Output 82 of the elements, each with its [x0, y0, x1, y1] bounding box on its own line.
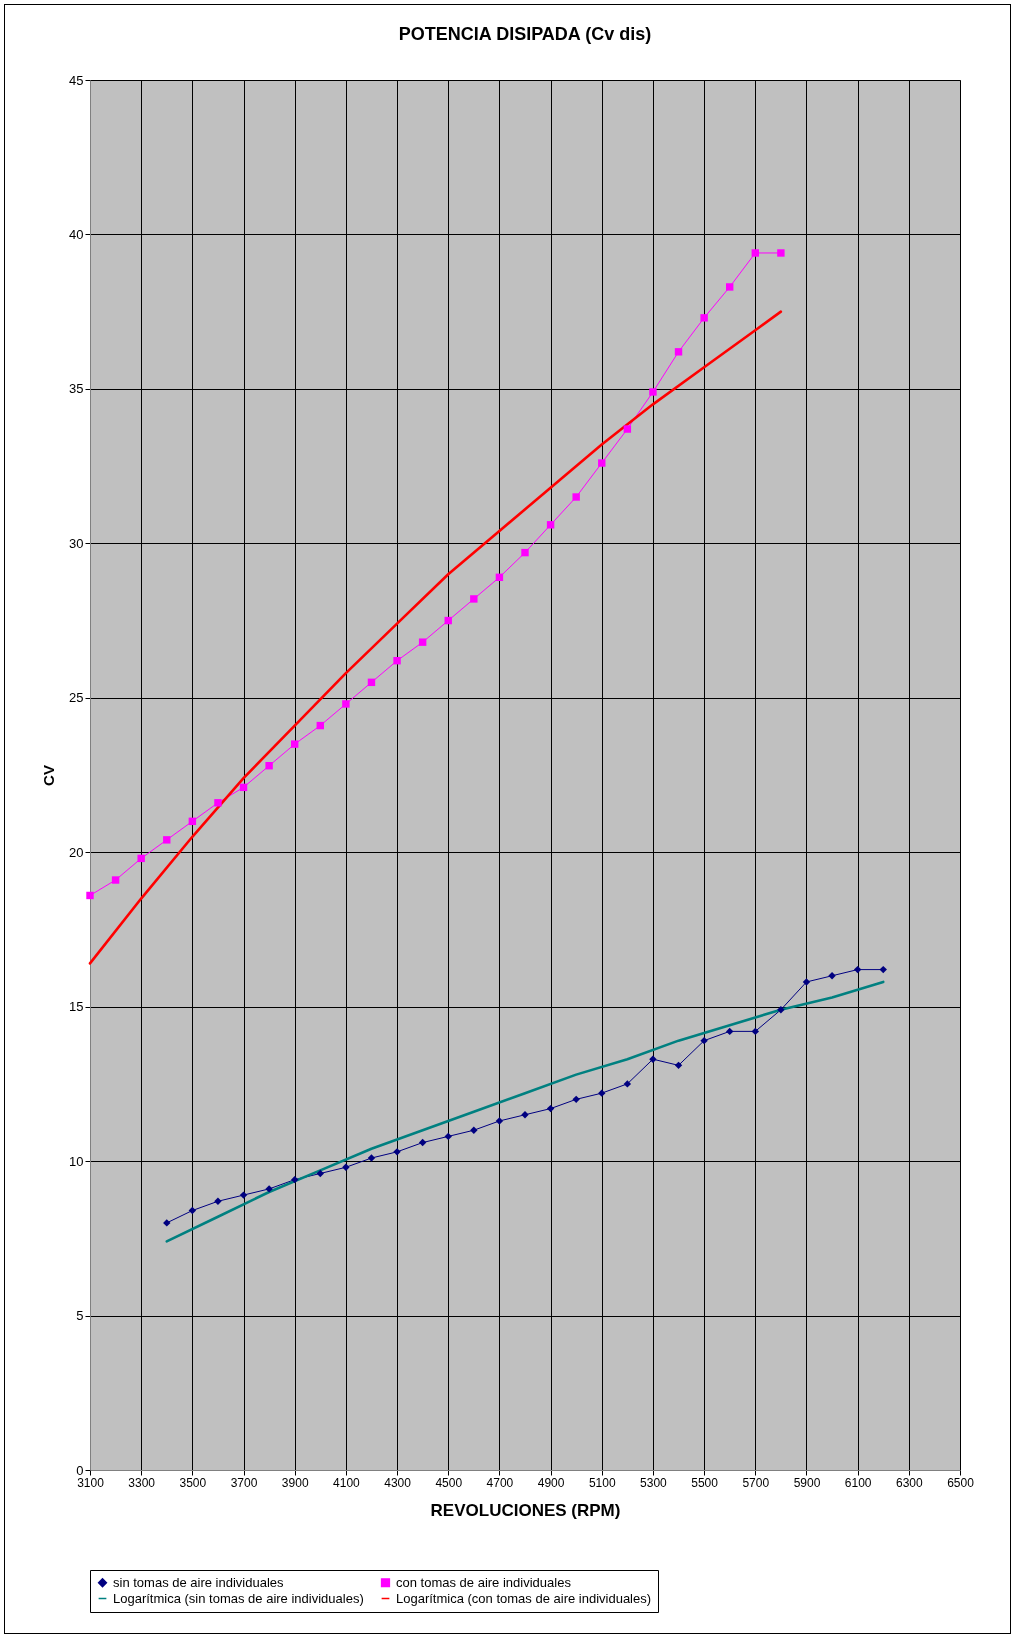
point: [86, 891, 94, 900]
point: [853, 965, 862, 974]
y-tick-label: 5: [76, 1308, 84, 1324]
x-tick-label: 6300: [895, 1475, 923, 1490]
x-tick-label: 6100: [844, 1475, 872, 1490]
point: [342, 1163, 350, 1171]
point: [418, 1138, 427, 1147]
x-tick-label: 4100: [333, 1475, 361, 1490]
chart-title: POTENCIA DISIPADA (Cv dis): [398, 24, 652, 44]
x-tick-label: 3100: [77, 1475, 105, 1490]
x-tick-label: 4700: [486, 1475, 514, 1490]
point: [546, 1104, 555, 1113]
y-tick-label: 30: [69, 535, 84, 551]
y-axis-title: CV: [40, 765, 58, 786]
point: [214, 1197, 222, 1205]
point: [316, 1169, 324, 1178]
point: [751, 249, 759, 257]
x-tick-label: 4500: [435, 1475, 463, 1490]
point: [137, 854, 145, 863]
point: [623, 1080, 632, 1088]
point: [444, 1132, 452, 1141]
point: [111, 876, 120, 884]
x-axis-title: REVOLUCIONES (RPM): [430, 1500, 621, 1520]
point: [342, 700, 350, 708]
x-tick-label: 3900: [281, 1475, 309, 1490]
legend-label: con tomas de aire individuales: [396, 1574, 572, 1590]
point: [521, 548, 529, 557]
y-tick-label: 25: [69, 690, 84, 706]
point: [291, 1175, 299, 1184]
point: [393, 657, 401, 665]
point: [163, 836, 171, 844]
point: [726, 1027, 734, 1036]
x-tick-label: 5900: [793, 1475, 821, 1490]
point: [802, 978, 811, 986]
point: [598, 459, 606, 467]
x-tick-label: 3500: [179, 1475, 207, 1490]
point: [572, 493, 580, 501]
point: [777, 249, 785, 257]
x-tick-label: 5300: [640, 1475, 668, 1490]
x-tick-label: 5700: [742, 1475, 770, 1490]
y-tick-label: 35: [69, 381, 84, 397]
legend-label: Logarítmica (con tomas de aire individuales): [396, 1590, 652, 1606]
x-tick-label: 3300: [128, 1475, 156, 1490]
point: [470, 1126, 478, 1134]
point: [726, 283, 734, 291]
point: [674, 348, 683, 356]
y-tick-label: 20: [69, 844, 84, 860]
point: [214, 799, 222, 807]
point: [470, 595, 478, 603]
point: [163, 1219, 171, 1227]
point: [367, 1154, 376, 1162]
y-tick-label: 45: [69, 72, 84, 88]
point: [265, 762, 273, 770]
point: [598, 1089, 606, 1097]
point: [751, 1027, 759, 1036]
x-tick-label: 3700: [230, 1475, 258, 1490]
x-tick-label: 6500: [947, 1475, 975, 1490]
point: [700, 314, 708, 322]
point: [623, 425, 632, 433]
y-tick-label: 10: [69, 1153, 84, 1169]
x-tick-label: 5100: [588, 1475, 616, 1490]
point: [291, 740, 299, 748]
y-tick-label: 40: [69, 226, 84, 242]
point: [777, 1006, 785, 1014]
legend-label: sin tomas de aire individuales: [113, 1574, 285, 1590]
x-tick-label: 4300: [384, 1475, 412, 1490]
point: [495, 1117, 504, 1125]
line-series: [88, 310, 783, 965]
point: [879, 965, 887, 974]
x-tick-label: 5500: [691, 1475, 719, 1490]
point: [546, 521, 555, 529]
point: [188, 1206, 197, 1215]
point: [649, 388, 657, 396]
point: [572, 1095, 580, 1104]
point: [239, 1191, 248, 1199]
point: [674, 1061, 683, 1070]
point: [700, 1036, 708, 1045]
x-tick-label: 4900: [537, 1475, 565, 1490]
legend-label: Logarítmica (sin tomas de aire individuales): [113, 1590, 364, 1606]
y-tick-label: 15: [69, 999, 84, 1015]
y-tick-label: 0: [76, 1462, 84, 1478]
point: [418, 638, 427, 646]
